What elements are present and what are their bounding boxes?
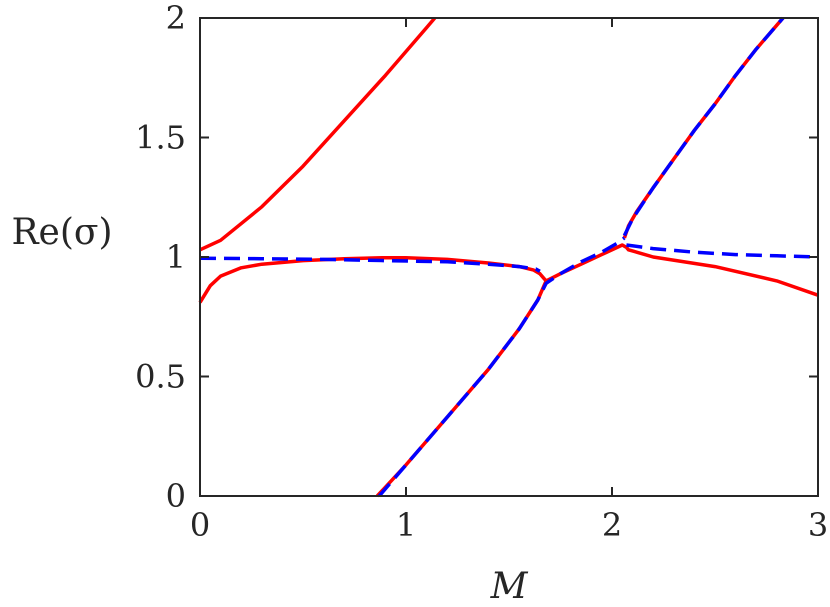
dashed-series-line-6 (622, 16, 785, 237)
y-tick-label-2: 1 (166, 238, 186, 276)
dashed-series-line-4 (199, 256, 541, 273)
x-tick-label-3: 3 (808, 506, 828, 544)
y-tick-label-4: 2 (166, 0, 186, 37)
x-axis-label: M (490, 566, 529, 607)
solid-series-line-2 (375, 280, 548, 498)
solid-series-line-1 (198, 243, 819, 304)
y-axis-label: Re(σ) (11, 212, 112, 253)
x-tick-label-0: 0 (190, 506, 210, 544)
y-tick-label-1: 0.5 (135, 358, 186, 396)
solid-series-line-0 (199, 16, 437, 252)
dashed-series-line-7 (626, 243, 819, 259)
y-tick-label-0: 0 (166, 477, 186, 515)
series-layer (198, 16, 819, 498)
x-tick-label-1: 1 (396, 506, 416, 544)
y-tick-label-3: 1.5 (135, 119, 186, 157)
x-tick-label-2: 2 (602, 506, 622, 544)
solid-series-line-3 (622, 16, 785, 239)
ticks-layer: 0 1 2 3 0 0.5 1 1.5 2 (135, 0, 828, 544)
dashed-series-line-5 (377, 236, 626, 498)
